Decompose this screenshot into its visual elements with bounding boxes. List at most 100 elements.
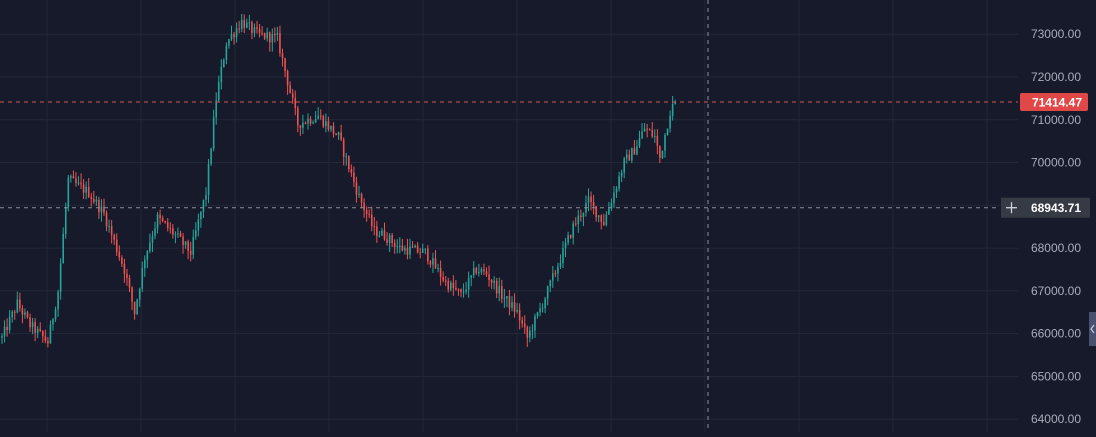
candle-body [608,208,610,215]
candle-body [541,308,544,310]
candle-body [215,100,217,118]
candle-body [628,154,631,161]
candle-body [636,146,638,155]
price-overlays [0,0,1018,432]
candle-body [284,58,286,71]
candle-body [518,309,521,321]
candle-body [488,274,490,281]
candle-body [297,107,299,126]
candle-body [85,186,87,193]
candle-body [368,214,370,216]
candle-body [34,322,36,334]
candle-body [59,263,62,292]
candle-body [421,248,424,253]
candle-body [274,34,276,36]
candle-body [416,245,419,253]
candle-body [391,235,393,244]
candle-body [52,319,54,325]
candle-body [620,172,623,177]
candle-body [312,122,314,124]
candle-body [353,172,355,183]
candle-body [268,32,271,43]
last-price-label: 71414.47 [1032,96,1082,110]
candle-body [138,288,141,300]
candle-body [6,326,8,331]
candle-body [49,324,52,344]
candle-body [393,243,396,248]
candle-body [536,312,539,317]
candle-body [309,118,312,124]
candle-body [406,247,409,255]
candle-body [577,215,580,224]
scroll-handle[interactable] [1089,312,1096,346]
candle-body [246,22,248,28]
candle-body [304,122,307,124]
candle-body [613,192,615,204]
candle-body [483,269,485,272]
candle-body [544,298,546,309]
candle-body [381,230,383,236]
candle-body [549,280,552,287]
chevron-left-icon[interactable] [1090,324,1095,334]
candle-body [253,27,256,33]
candle-body [200,211,202,220]
candle-body [325,121,327,127]
candle-body [225,45,228,60]
candle-body [526,327,529,338]
y-tick-label: 65000.00 [1031,369,1081,383]
candle-body [240,19,243,30]
y-tick-label: 73000.00 [1031,27,1081,41]
candle-body [228,39,230,46]
candle-body [465,289,467,292]
candle-body [383,230,386,240]
candle-body [24,312,26,315]
candle-body [317,115,319,119]
candle-body [113,234,115,240]
candle-body [623,158,625,173]
plus-icon[interactable] [1006,202,1017,214]
candle-body [564,242,567,249]
candle-body [569,235,572,238]
candle-body [156,214,159,229]
candle-body [291,93,294,98]
candle-body [485,271,488,275]
candle-body [643,128,646,132]
candle-body [103,206,105,213]
candle-body [559,263,562,267]
candle-body [128,277,131,288]
candle-body [419,252,421,254]
candle-body [508,296,511,308]
candle-body [31,322,34,328]
candle-body [330,125,332,130]
candle-body [220,66,223,83]
candle-body [256,27,258,29]
candle-body [21,308,24,315]
candle-body [475,268,478,274]
last-price-badge: 71414.47 [1020,93,1088,112]
candle-body [493,280,495,283]
price-axis[interactable]: 73000.0072000.0071000.0070000.0069000.00… [1001,27,1096,426]
candle-body [498,286,501,294]
candle-body [552,273,554,281]
candle-body [363,202,365,211]
crosshair-price-badge[interactable]: 68943.71 [1001,197,1090,218]
candle-body [671,103,674,116]
candle-body [141,268,144,289]
candle-body [595,206,597,218]
candle-body [490,280,493,283]
candle-body [166,222,169,228]
candle-body [450,282,452,290]
candle-body [177,233,179,235]
candle-body [11,311,13,318]
y-tick-label: 64000.00 [1031,412,1081,426]
candle-body [472,268,475,276]
candle-body [131,287,133,302]
crosshair-price-label: 68943.71 [1031,201,1081,215]
candle-body [337,132,340,136]
candle-body [439,267,442,277]
candle-body [633,148,636,155]
candle-body [263,33,266,39]
